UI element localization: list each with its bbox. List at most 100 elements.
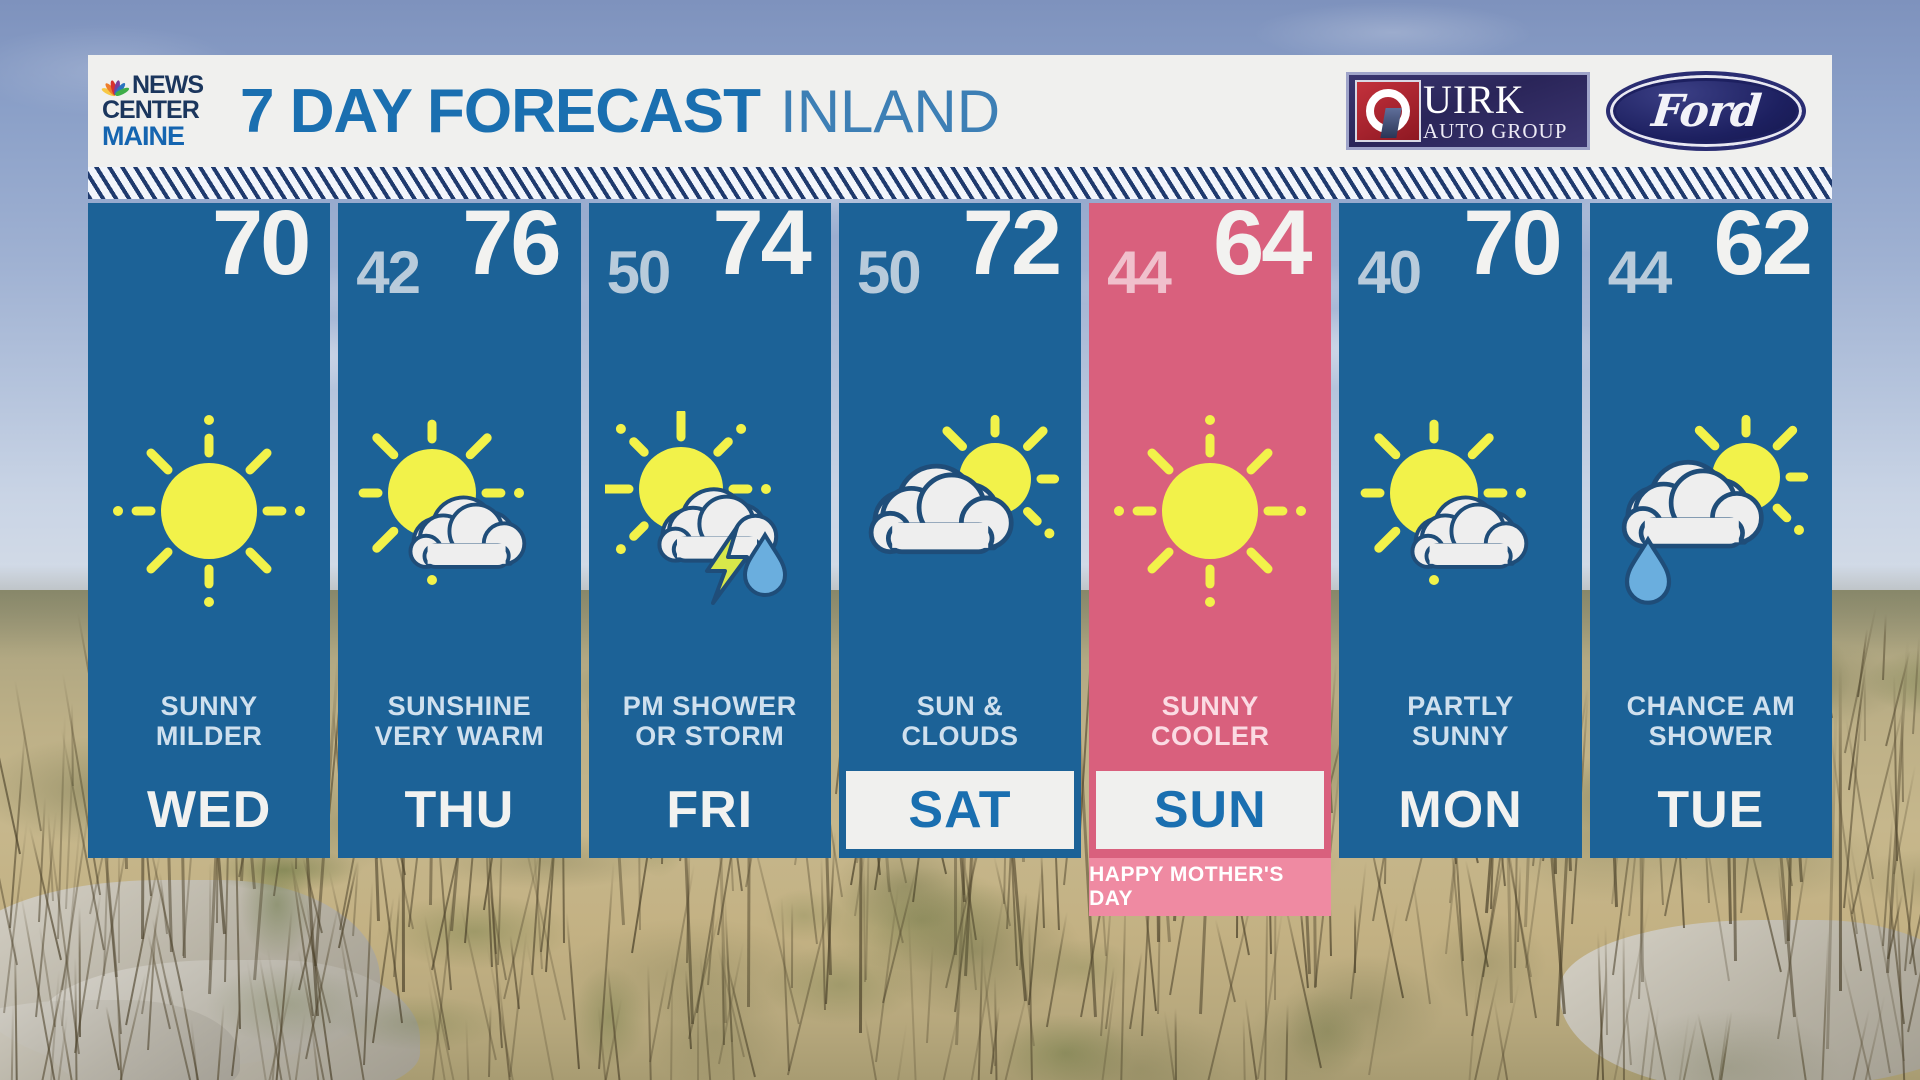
shrub-clump — [564, 918, 820, 1024]
page-title: 7 DAY FORECAST INLAND — [240, 76, 1000, 147]
weather-icon-area — [338, 348, 580, 692]
condition-line2: OR STORM — [635, 720, 785, 751]
forecast-panel: 50 74 PM SHOWER OR STORM FRI — [588, 197, 831, 858]
day-label: SAT — [908, 781, 1012, 839]
weather-icon-area — [1089, 348, 1331, 692]
high-temperature: 72 — [962, 192, 1062, 294]
high-temperature: 74 — [712, 192, 812, 294]
forecast-panel: 44 62 CHANCE AM SHOWER TUE — [1589, 197, 1832, 858]
temperature-row: 50 74 — [589, 197, 831, 348]
forecast-panel: 40 70 PARTLY SUNNY MON — [1339, 197, 1582, 858]
day-label: TUE — [1657, 781, 1765, 839]
low-temperature: 44 — [1107, 239, 1172, 306]
moss-patch — [376, 893, 572, 970]
condition-line2: MILDER — [155, 720, 263, 751]
forecast-panel: 42 76 SUNSHINE VERY WARM THU — [338, 197, 581, 858]
shrub-clump — [647, 970, 783, 1080]
temperature-row: 44 62 — [1590, 197, 1832, 348]
condition-description: SUN & CLOUDS — [839, 691, 1081, 762]
day-row: THU — [338, 762, 580, 858]
day-row: MON — [1339, 762, 1581, 858]
condition-line2: SUNNY — [1412, 720, 1510, 751]
day-row: TUE — [1590, 762, 1832, 858]
day-label: THU — [404, 781, 515, 839]
moss-patch — [1028, 938, 1135, 997]
condition-line2: SHOWER — [1648, 720, 1774, 751]
quirk-q-mark-icon — [1355, 80, 1421, 142]
cloud-wisp — [1253, 2, 1534, 64]
sun-cloud-rain-icon — [1621, 414, 1808, 605]
diagonal-stripe-divider — [88, 167, 1832, 199]
day-highlight-box[interactable]: SAT — [845, 771, 1075, 849]
quirk-logo-line1: UIRK — [1423, 77, 1525, 122]
forecast-day-column[interactable]: 42 76 SUNSHINE VERY WARM THU — [338, 197, 581, 858]
condition-line1: SUN & — [916, 691, 1004, 721]
forecast-day-column[interactable]: 40 70 PARTLY SUNNY MON — [1339, 197, 1582, 858]
temperature-row: 44 64 — [1089, 197, 1331, 348]
low-temperature: 50 — [856, 239, 922, 306]
forecast-day-column[interactable]: 50 74 PM SHOWER OR STORM FRI — [588, 197, 831, 858]
high-temperature: 64 — [1213, 192, 1312, 294]
low-temperature: 50 — [606, 239, 672, 306]
condition-line1: SUNSHINE — [387, 691, 532, 721]
moss-patch — [763, 944, 918, 1025]
quirk-logo-line2: AUTO GROUP — [1423, 119, 1568, 143]
day-row: SUN — [1089, 762, 1331, 858]
partly-sunny-icon — [1360, 419, 1528, 585]
day-row: WED — [88, 762, 330, 858]
holiday-banner-text: HAPPY MOTHER'S DAY — [1089, 863, 1284, 910]
day-highlight-box[interactable]: SUN — [1096, 771, 1325, 849]
weather-icon-area — [839, 348, 1081, 692]
partly-sunny-icon — [359, 419, 527, 585]
high-temperature: 70 — [1463, 192, 1562, 294]
nbc-peacock-icon — [100, 73, 131, 98]
condition-line2: COOLER — [1151, 720, 1270, 751]
title-main: 7 DAY FORECAST — [240, 76, 761, 146]
condition-line1: CHANCE AM — [1626, 691, 1796, 721]
condition-line1: SUNNY — [1161, 691, 1259, 721]
day-label: MON — [1398, 781, 1523, 839]
condition-description: SUNSHINE VERY WARM — [338, 691, 580, 762]
ford-logo-text: Ford — [1649, 85, 1763, 137]
shrub-clump — [1282, 955, 1444, 1061]
high-temperature: 70 — [211, 192, 311, 294]
temperature-row: 42 76 — [338, 197, 580, 348]
forecast-day-column[interactable]: 44 62 CHANCE AM SHOWER TUE — [1589, 197, 1832, 858]
condition-line1: PARTLY — [1407, 691, 1514, 721]
forecast-panel: 44 64 SUNNY COOLER SUN HAPPY MOTHER'S DA… — [1089, 197, 1332, 916]
title-region: INLAND — [780, 77, 1001, 145]
condition-line1: SUNNY — [160, 691, 258, 721]
forecast-day-column[interactable]: 50 72 SUN & CLOUDS SAT — [838, 197, 1082, 858]
day-row: FRI — [589, 762, 831, 858]
moss-patch — [1287, 986, 1369, 1076]
high-temperature: 76 — [462, 192, 561, 294]
forecast-day-column[interactable]: 70 SUNNY MILDER WED — [88, 197, 331, 858]
sunny-icon — [113, 415, 306, 607]
condition-line2: CLOUDS — [901, 720, 1019, 751]
newscenter-maine-logo: NEWS CENTER MAINE — [100, 63, 222, 159]
ford-logo[interactable]: Ford — [1606, 71, 1806, 151]
moss-patch — [335, 994, 507, 1050]
temperature-row: 50 72 — [839, 197, 1081, 348]
day-label: WED — [146, 781, 272, 839]
condition-line1: PM SHOWER — [622, 691, 797, 721]
forecast-day-column[interactable]: 44 64 SUNNY COOLER SUN HAPPY MOTHER'S DA… — [1089, 197, 1332, 916]
forecast-header-bar: NEWS CENTER MAINE 7 DAY FORECAST INLAND … — [88, 55, 1832, 167]
weather-icon-area — [1339, 348, 1581, 692]
condition-description: SUNNY MILDER — [88, 691, 330, 762]
high-temperature: 62 — [1713, 192, 1813, 294]
moss-patch — [998, 1013, 1134, 1080]
forecast-panel: 70 SUNNY MILDER WED — [88, 197, 331, 858]
condition-description: PARTLY SUNNY — [1339, 691, 1581, 762]
shrub-clump — [868, 884, 1082, 1020]
weather-icon-area — [589, 348, 831, 692]
low-temperature: 42 — [356, 239, 421, 306]
forecast-panel: 50 72 SUN & CLOUDS SAT — [838, 197, 1082, 858]
network-logo-line2: CENTER — [102, 95, 200, 124]
low-temperature: 44 — [1607, 239, 1673, 306]
temperature-row: 40 70 — [1339, 197, 1581, 348]
holiday-banner: HAPPY MOTHER'S DAY — [1089, 858, 1332, 916]
quirk-auto-group-logo[interactable]: UIRK AUTO GROUP — [1346, 72, 1590, 150]
sponsor-logos: UIRK AUTO GROUP Ford — [1346, 71, 1806, 151]
day-label: SUN — [1153, 781, 1267, 839]
